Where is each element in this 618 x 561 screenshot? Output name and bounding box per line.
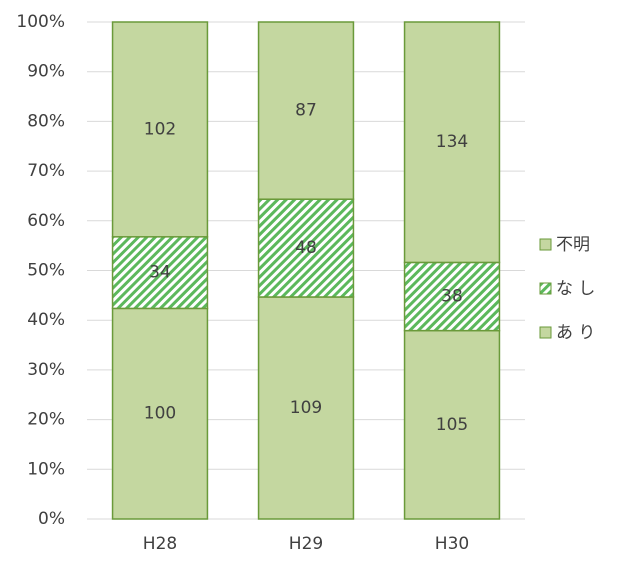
y-tick-label: 60% — [27, 211, 65, 231]
y-tick-label: 0% — [38, 509, 65, 529]
data-label: 105 — [436, 415, 468, 435]
legend-swatch — [539, 326, 552, 339]
data-label: 87 — [295, 101, 317, 121]
legend-label: あ り — [556, 323, 595, 343]
y-tick-label: 10% — [27, 459, 65, 479]
data-label: 38 — [441, 287, 463, 307]
y-tick-label: 40% — [27, 310, 65, 330]
y-tick-label: 30% — [27, 360, 65, 380]
y-tick-label: 20% — [27, 410, 65, 430]
x-tick-label: H30 — [435, 534, 469, 554]
data-label: 102 — [144, 119, 176, 139]
data-label: 48 — [295, 238, 317, 258]
y-tick-label: 80% — [27, 111, 65, 131]
data-label: 109 — [290, 398, 322, 418]
data-label: 34 — [149, 263, 171, 283]
data-label: 134 — [436, 132, 468, 152]
legend-swatch — [539, 238, 552, 251]
y-tick-label: 50% — [27, 261, 65, 281]
bar-segment — [111, 307, 209, 520]
bar-segment — [257, 21, 355, 200]
y-tick-label: 90% — [27, 62, 65, 82]
bar-segment — [257, 296, 355, 520]
x-tick-label: H28 — [143, 534, 177, 554]
bar-segment — [257, 198, 355, 298]
bar-segment — [403, 21, 501, 264]
bar-segment — [111, 236, 209, 310]
y-tick-label: 100% — [16, 12, 65, 32]
legend-swatch — [539, 282, 552, 295]
data-label: 100 — [144, 404, 176, 424]
legend-label: 不明 — [556, 235, 590, 255]
x-tick-label: H29 — [289, 534, 323, 554]
bar-segment — [111, 21, 209, 238]
legend-label: な し — [556, 279, 595, 299]
y-tick-label: 70% — [27, 161, 65, 181]
